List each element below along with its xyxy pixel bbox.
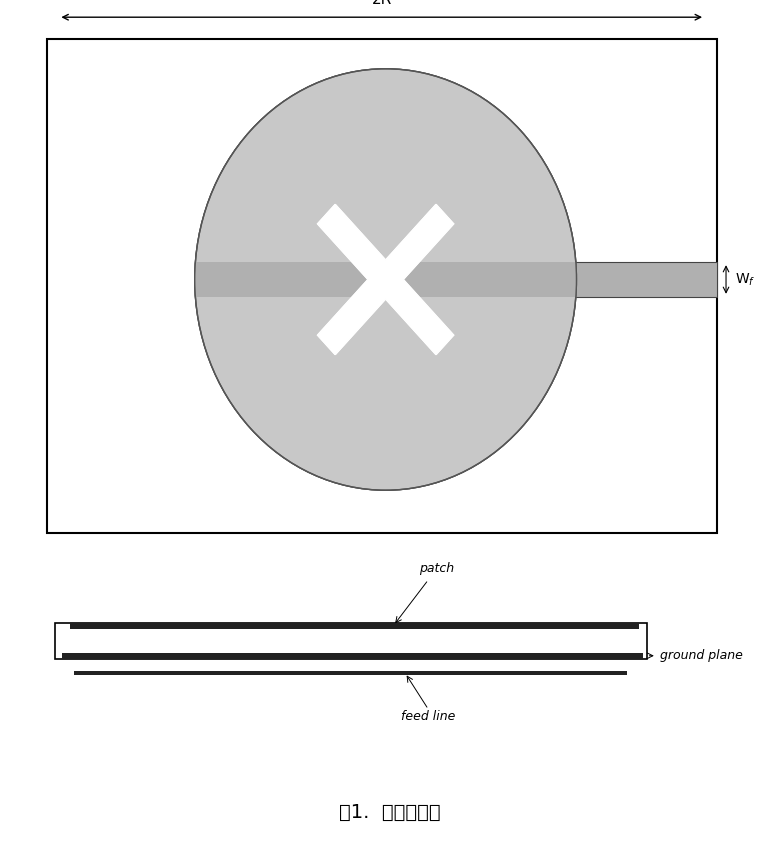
Circle shape — [195, 69, 576, 490]
Polygon shape — [318, 205, 453, 354]
Text: ground plane: ground plane — [660, 649, 742, 662]
Polygon shape — [318, 205, 453, 354]
Polygon shape — [318, 205, 453, 354]
Circle shape — [195, 69, 576, 490]
Bar — [70, 623, 639, 629]
Text: t: t — [358, 408, 363, 421]
Text: W$_s$: W$_s$ — [270, 168, 290, 184]
Text: L2: L2 — [475, 203, 492, 217]
Text: feed line: feed line — [401, 710, 456, 722]
Text: W$_f$: W$_f$ — [735, 271, 756, 288]
Text: patch: patch — [418, 562, 454, 575]
Text: 图1.  天线结构图: 图1. 天线结构图 — [339, 803, 440, 822]
Text: 2R: 2R — [372, 0, 392, 7]
Bar — [195, 262, 576, 297]
Bar — [55, 623, 647, 659]
Bar — [62, 653, 643, 659]
Text: L1: L1 — [460, 353, 476, 366]
Bar — [195, 262, 717, 297]
Bar — [47, 39, 717, 533]
Polygon shape — [318, 205, 453, 354]
Bar — [74, 671, 627, 675]
